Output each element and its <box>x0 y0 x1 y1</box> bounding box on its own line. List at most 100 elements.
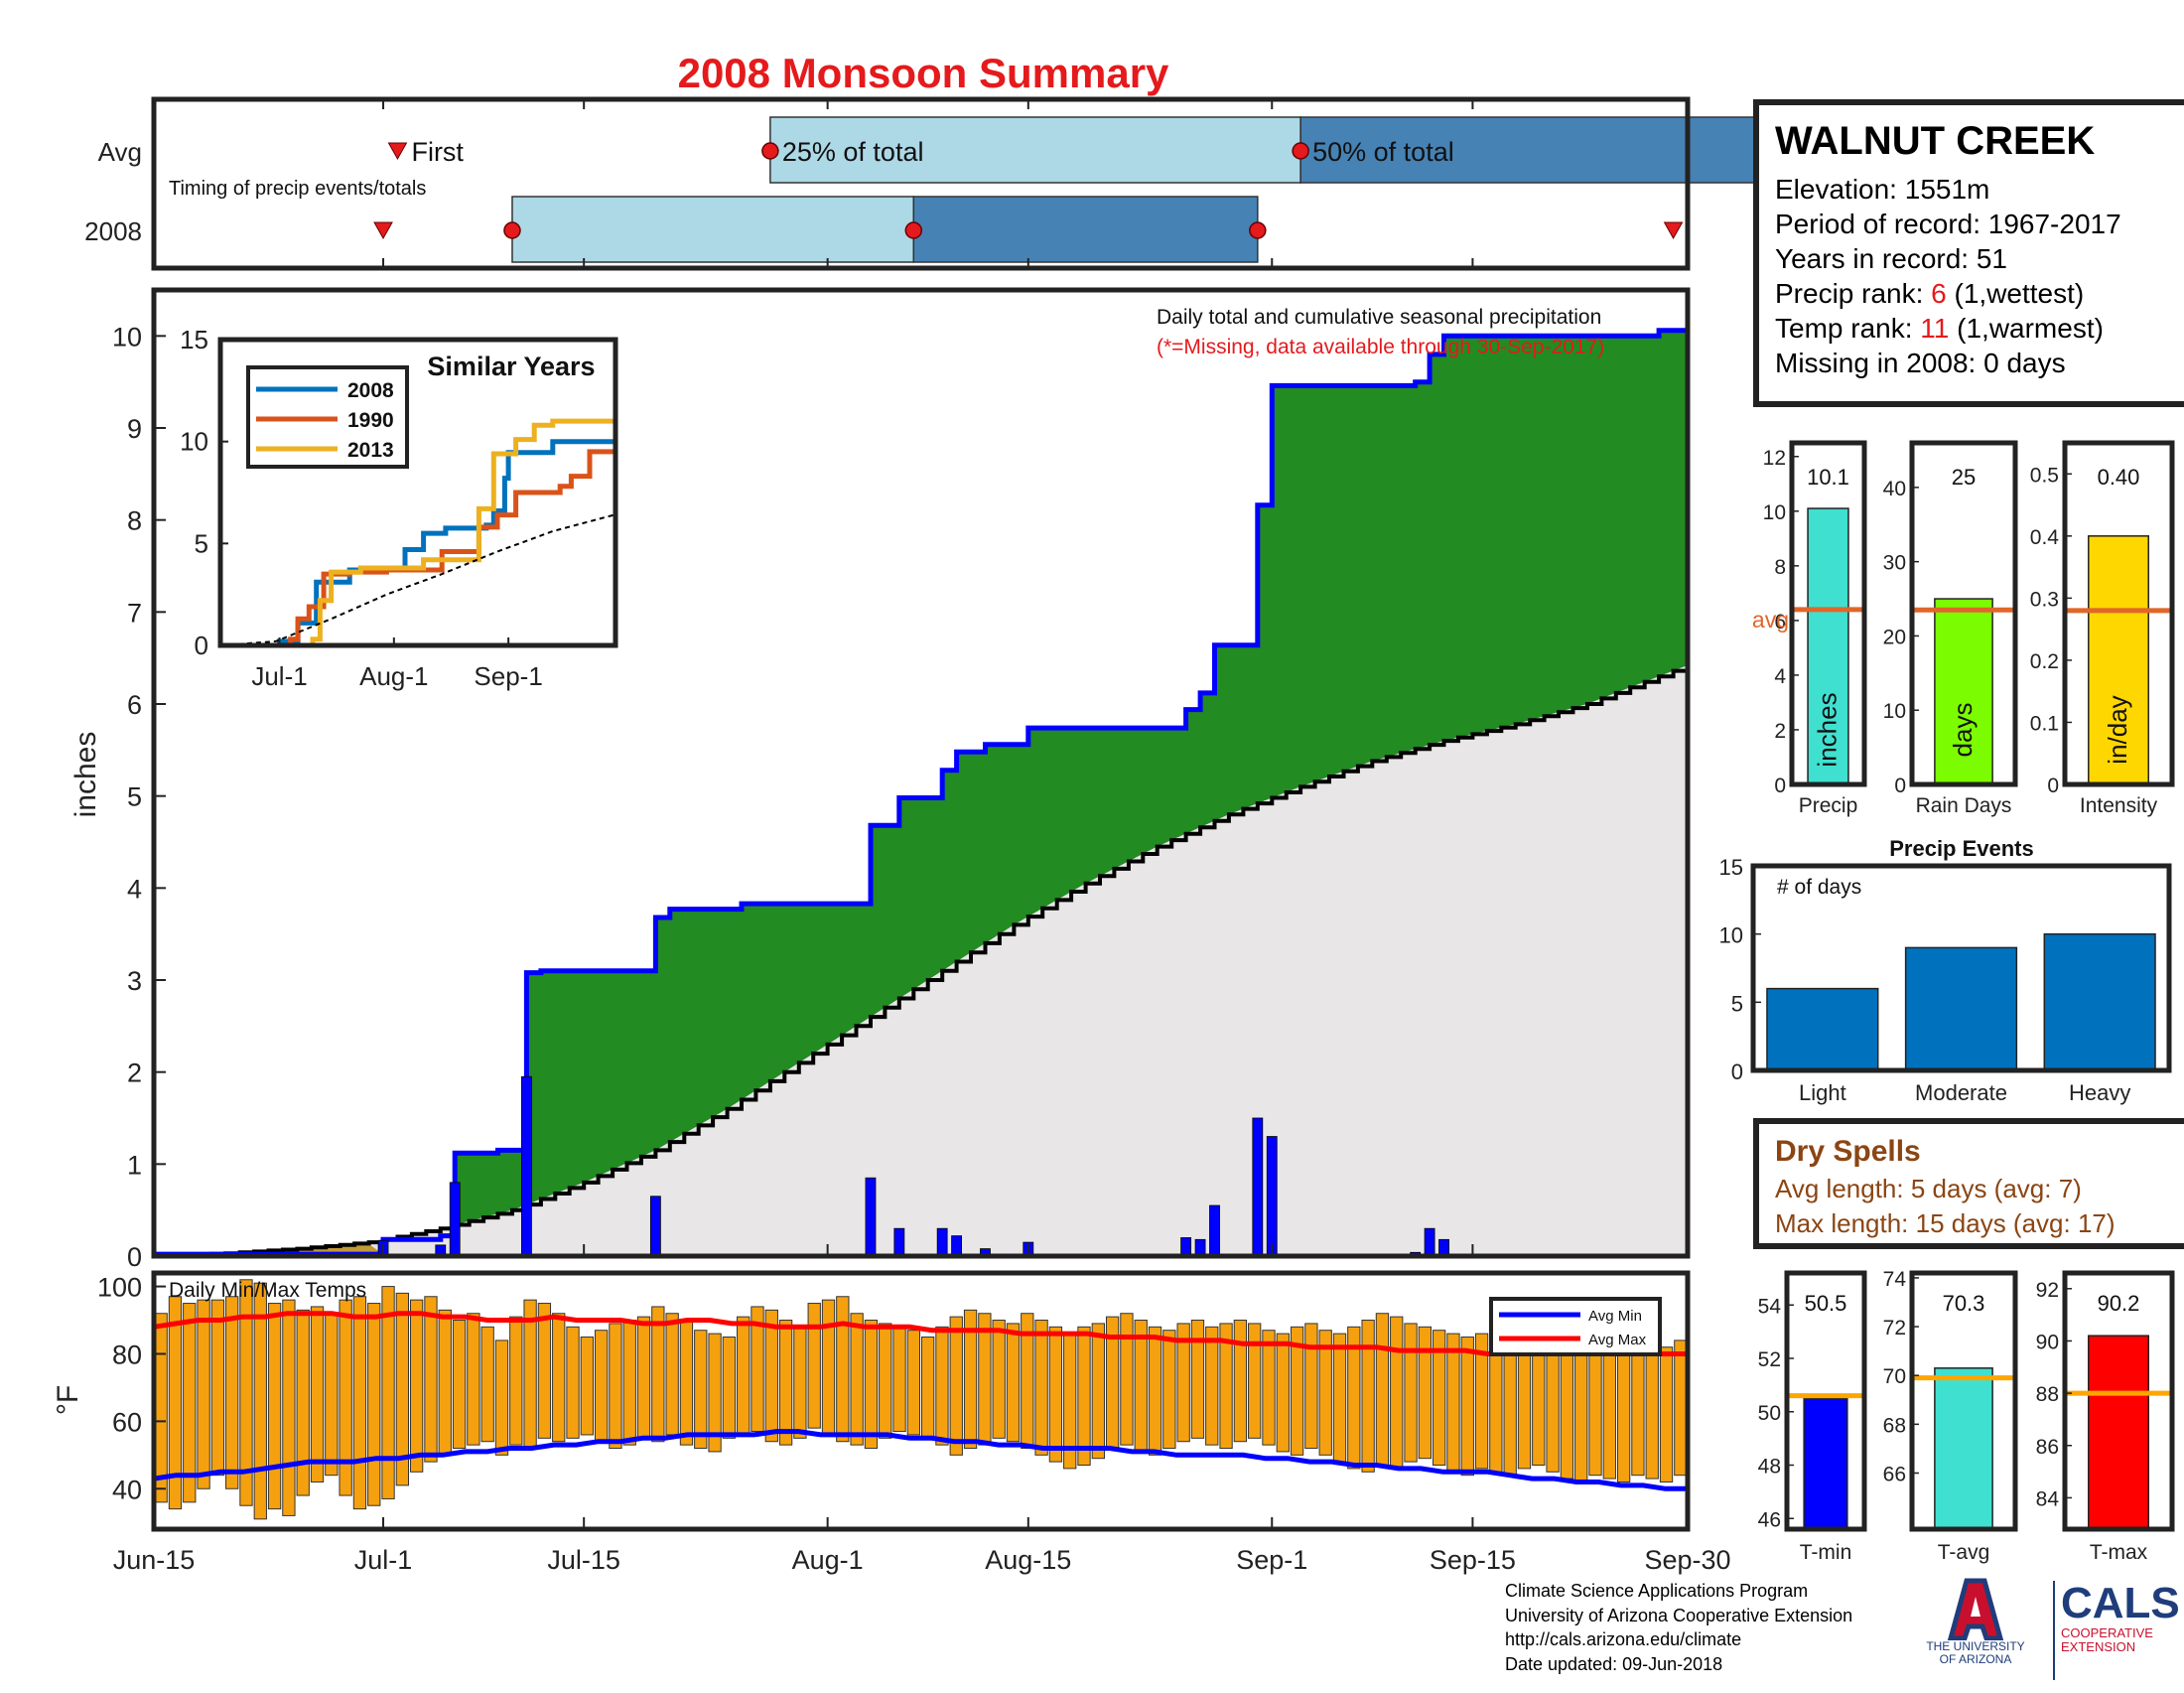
events-y-tick-label: 0 <box>1731 1059 1743 1084</box>
daily-temp-bar <box>1318 1330 1332 1456</box>
timing-2008-p50-marker <box>904 221 923 239</box>
daily-temp-bar <box>764 1309 778 1443</box>
daily-temp-bar <box>892 1326 906 1433</box>
temp-stat-y-tick-label: 48 <box>1758 1456 1781 1479</box>
timing-label-first: First <box>411 137 464 167</box>
similar-legend-label-2008: 2008 <box>347 379 394 402</box>
precip-y-tick-label: 7 <box>127 598 142 628</box>
precip-stat-category-0: Precip <box>1799 794 1858 817</box>
timing-avg-p25-marker <box>761 142 779 160</box>
temp-stat-y-tick-label: 74 <box>1883 1268 1907 1291</box>
temp-stat-y-tick-label: 66 <box>1883 1463 1906 1485</box>
timing-2008-p25-marker <box>503 221 521 239</box>
daily-temp-bar <box>339 1299 352 1496</box>
daily-precip-bar <box>1266 1136 1278 1257</box>
x-axis-date-label: Sep-15 <box>1430 1545 1516 1575</box>
daily-precip-bar <box>893 1227 905 1257</box>
temp-stat-y-tick-label: 52 <box>1758 1348 1781 1371</box>
daily-temp-bar <box>1489 1340 1503 1473</box>
daily-temp-bar <box>1248 1323 1262 1439</box>
daily-temp-bar <box>594 1330 609 1443</box>
precip-stat-y-tick-label: 12 <box>1763 447 1786 470</box>
precip-subtitle: (*=Missing, data available through 30-Se… <box>1157 336 1604 358</box>
similar-title: Similar Years <box>427 352 595 381</box>
daily-temp-bar <box>935 1326 949 1446</box>
daily-precip-bar <box>449 1182 461 1257</box>
similar-x-tick-label: Jul-1 <box>251 661 307 691</box>
daily-temp-bar <box>296 1309 310 1496</box>
daily-temp-bar <box>1077 1326 1091 1466</box>
station-name: WALNUT CREEK <box>1775 119 2096 163</box>
precip-stat-frame-2 <box>2062 440 2175 787</box>
daily-temp-bar <box>1304 1323 1318 1450</box>
temp-stat-y-tick-label: 70 <box>1883 1365 1906 1388</box>
daily-temp-bar <box>1176 1323 1190 1443</box>
temp-rank-text: Temp rank: 11 (1,warmest) <box>1775 311 2184 346</box>
precip-y-tick-label: 5 <box>127 782 142 812</box>
temp-stat-y-tick-label: 72 <box>1883 1317 1906 1340</box>
precip-y-tick-label: 4 <box>127 874 142 904</box>
temp-stat-y-tick-label: 68 <box>1883 1414 1906 1437</box>
precip-stat-unit-1: days <box>1948 703 1978 758</box>
daily-temp-bar <box>1332 1333 1347 1463</box>
events-bar-2 <box>2043 932 2156 1071</box>
temp-stat-value-0: 50.5 <box>1805 1291 1847 1316</box>
precip-stat-y-tick-label: 2 <box>1774 720 1786 743</box>
timing-subtitle: Timing of precip events/totals <box>169 178 426 200</box>
timing-frame <box>151 96 1691 271</box>
daily-temp-bar <box>694 1330 708 1450</box>
temp-y-axis-label: °F <box>52 1385 84 1415</box>
daily-temp-bar <box>325 1313 339 1477</box>
daily-temp-bar <box>1091 1323 1105 1460</box>
events-category-0: Light <box>1799 1080 1846 1105</box>
daily-temp-bar <box>1546 1342 1560 1473</box>
daily-precip-bar <box>1424 1227 1435 1257</box>
daily-temp-bar <box>1418 1326 1433 1460</box>
daily-temp-bar <box>552 1313 566 1443</box>
daily-temp-bar <box>282 1299 296 1516</box>
events-y-tick-label: 5 <box>1731 991 1743 1016</box>
daily-temp-bar <box>737 1316 751 1436</box>
precip-stat-frame-0 <box>1789 440 1867 787</box>
daily-temp-bar <box>1588 1346 1602 1477</box>
daily-temp-bar <box>793 1326 807 1439</box>
precip-stat-value-2: 0.40 <box>2098 465 2140 490</box>
daily-temp-bar <box>807 1303 821 1429</box>
precip-stat-y-tick-label: 6 <box>1774 611 1786 634</box>
precip-stat-y-tick-label: 30 <box>1883 552 1906 575</box>
daily-temp-bar <box>183 1303 197 1503</box>
similar-y-tick-label: 0 <box>195 631 208 660</box>
timing-2008-box-50-75 <box>912 196 1259 263</box>
precip-y-tick-label: 6 <box>127 690 142 720</box>
timing-2008-p75-marker <box>1249 221 1267 239</box>
years-text: Years in record: 51 <box>1775 243 2007 274</box>
daily-temp-bar <box>708 1333 722 1453</box>
timing-row-label-avg: Avg <box>98 137 142 167</box>
university-of-arizona-logo: THE UNIVERSITY OF ARIZONA <box>1921 1577 2030 1676</box>
precip-excess-area <box>154 330 1688 1256</box>
precip-stat-y-tick-label: 0 <box>1894 775 1906 797</box>
daily-temp-bar <box>1148 1326 1162 1456</box>
daily-temp-bar <box>1120 1313 1134 1446</box>
similar-x-tick-label: Sep-1 <box>474 661 542 691</box>
similar-x-tick-label: Aug-1 <box>359 661 428 691</box>
daily-temp-bar <box>651 1306 665 1443</box>
temp-y-tick-label: 40 <box>112 1475 142 1504</box>
ua-logo-line2: OF ARIZONA <box>1939 1652 2012 1666</box>
temp-stat-value-2: 90.2 <box>2098 1291 2140 1316</box>
x-axis-date-label: Jun-15 <box>113 1545 196 1575</box>
precip-y-axis-label: inches <box>69 732 102 818</box>
credits-block: Climate Science Applications Program Uni… <box>1505 1579 1852 1676</box>
x-axis-date-label: Aug-1 <box>792 1545 864 1575</box>
daily-temp-bar <box>367 1303 381 1506</box>
daily-temp-bar <box>210 1299 225 1477</box>
daily-temp-bar <box>395 1292 410 1486</box>
dry-spells-avg: Avg length: 5 days (avg: 7) <box>1775 1174 2082 1203</box>
temp-stat-y-tick-label: 84 <box>2036 1487 2060 1510</box>
ua-logo-line1: THE UNIVERSITY <box>1926 1639 2025 1653</box>
daily-temp-bar <box>1034 1320 1048 1456</box>
daily-temp-bar <box>1233 1320 1248 1443</box>
temp-stat-y-tick-label: 92 <box>2036 1279 2059 1302</box>
similar-line-avg <box>219 513 616 646</box>
